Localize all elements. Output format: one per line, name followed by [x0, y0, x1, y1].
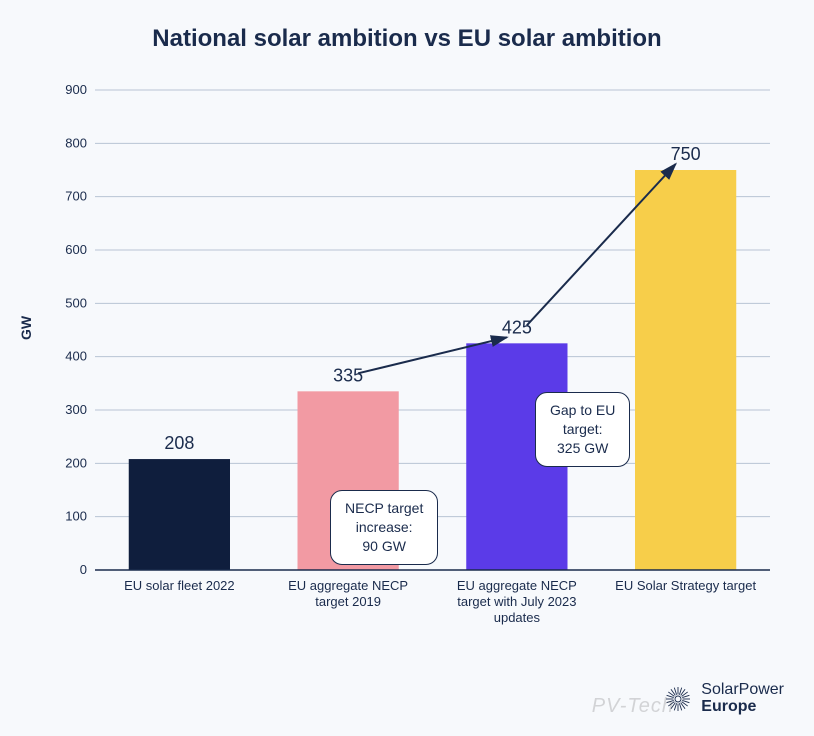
bar: [129, 459, 230, 570]
callout-line: increase:: [356, 519, 413, 535]
svg-text:400: 400: [65, 349, 87, 364]
y-axis-label: GW: [18, 316, 34, 340]
logo-text-top: SolarPower: [701, 681, 784, 698]
svg-text:500: 500: [65, 295, 87, 310]
logo-text: SolarPower Europe: [701, 682, 784, 716]
logo: SolarPower Europe: [663, 682, 784, 716]
x-axis-label: target with July 2023: [457, 594, 576, 609]
callout-line: 90 GW: [362, 538, 406, 554]
bar-value-label: 425: [502, 317, 532, 337]
svg-text:900: 900: [65, 82, 87, 97]
bar-value-label: 208: [164, 433, 194, 453]
svg-text:100: 100: [65, 509, 87, 524]
chart-title: National solar ambition vs EU solar ambi…: [0, 25, 814, 53]
svg-text:300: 300: [65, 402, 87, 417]
callout-line: Gap to EU: [550, 402, 615, 418]
watermark: PV-Tech: [592, 695, 674, 718]
x-axis-label: EU Solar Strategy target: [615, 578, 756, 593]
bar-value-label: 750: [671, 144, 701, 164]
logo-text-bot: Europe: [701, 698, 756, 715]
callout-line: NECP target: [345, 500, 423, 516]
svg-text:800: 800: [65, 135, 87, 150]
x-axis-label: updates: [494, 610, 541, 625]
bar-value-label: 335: [333, 365, 363, 385]
bar: [635, 170, 736, 570]
callout-line: 325 GW: [557, 440, 608, 456]
x-axis-label: target 2019: [315, 594, 381, 609]
callout-necp-increase: NECP target increase: 90 GW: [330, 490, 438, 565]
svg-text:200: 200: [65, 455, 87, 470]
svg-text:700: 700: [65, 189, 87, 204]
svg-text:600: 600: [65, 242, 87, 257]
x-axis-label: EU aggregate NECP: [288, 578, 408, 593]
svg-text:0: 0: [80, 562, 87, 577]
x-axis-label: EU aggregate NECP: [457, 578, 577, 593]
callout-line: target:: [563, 421, 603, 437]
callout-gap-to-target: Gap to EU target: 325 GW: [535, 392, 630, 467]
x-axis-label: EU solar fleet 2022: [124, 578, 235, 593]
